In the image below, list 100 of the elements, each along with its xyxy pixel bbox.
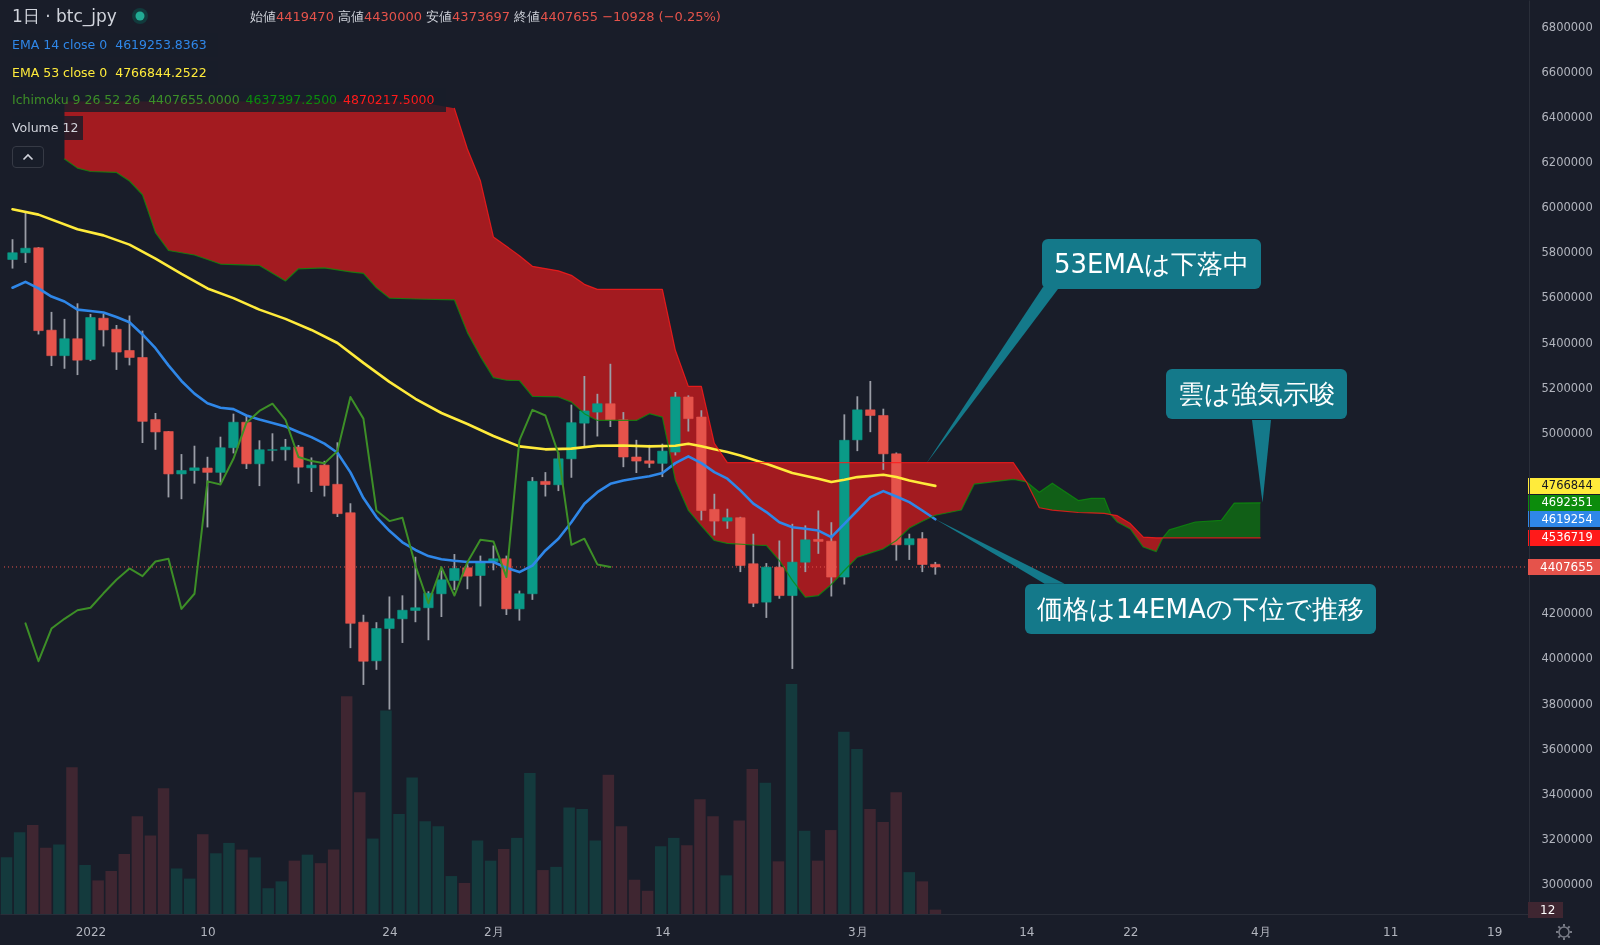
bar [759,782,772,914]
y-tick-label: 6400000 [1541,109,1593,124]
bar [733,820,745,914]
x-tick-label: 2月 [484,924,504,939]
y-tick-label: 5400000 [1541,335,1593,350]
bar [641,890,654,914]
candlestick [631,438,642,474]
y-tick-label: 6800000 [1541,19,1593,34]
y-tick-label: 5800000 [1541,245,1593,260]
bar [354,792,366,914]
y-tick-label: 4200000 [1541,606,1593,621]
candlestick [722,507,733,530]
annotation: 4407655.0000 [148,92,240,107]
candlestick [72,302,83,376]
line-series [11,280,937,574]
candlestick [488,544,499,572]
bar [13,832,26,914]
bar [144,835,157,914]
candlestick [59,317,70,370]
bar [903,872,916,914]
candlestick [150,412,161,451]
candlestick [319,459,330,498]
bar [66,767,78,914]
bar [0,857,13,914]
annotation: 4766844.2522 [115,64,207,80]
y-tick-label: 4000000 [1541,651,1593,666]
text: 12 [1528,901,1564,918]
annotation: Volume 12 [12,119,79,135]
bar [811,860,824,914]
y-tick-label: 6600000 [1541,64,1593,79]
candlestick [202,455,213,529]
bar [825,830,837,914]
y-tick-label: 4619254 [1541,511,1593,526]
y-tick-label: 3200000 [1541,832,1593,847]
candlestick [865,380,876,434]
ref-line-label: 4407655 [1528,558,1600,575]
bar [615,826,628,914]
candlestick [683,394,694,433]
candlestick [579,375,590,448]
x-tick-label: 24 [382,924,398,939]
annotation: 4619253.8363 [115,37,207,52]
bar [288,860,301,914]
candlestick [397,594,408,644]
y-tick-label: 4692351 [1541,495,1593,510]
text: EMA 14 close 0 [12,37,108,52]
y-tick-label: 4766844 [1541,478,1593,493]
line-series [24,395,612,663]
candlestick [657,442,668,478]
x-tick-label: 11 [1383,924,1399,939]
candlestick [540,471,551,498]
candlestick [449,553,460,592]
candlestick [800,524,811,573]
candlestick [7,238,18,270]
candlestick [514,589,525,622]
bar [720,875,732,914]
bar [197,834,209,914]
x-tick-label: 19 [1487,924,1503,939]
candlestick [176,453,187,501]
candlestick [605,362,616,428]
bar [131,816,144,914]
bar [628,879,641,914]
bar [668,837,680,914]
candlestick [475,554,486,608]
candlestick [904,532,915,561]
y-tick-label: 3400000 [1541,786,1593,801]
y-tick-label: 5000000 [1541,425,1593,440]
bar [916,881,929,914]
candlestick [410,555,421,624]
line-series [11,207,937,488]
y-tick-label: 3000000 [1541,877,1593,892]
candlestick [709,492,720,537]
bar [26,824,39,914]
candlestick [592,392,603,438]
candlestick [98,313,109,348]
bar [157,788,170,914]
candlestick [111,324,122,371]
candlestick [267,432,278,463]
candlestick [20,210,31,264]
x-tick-label: 4月 [1250,924,1271,939]
bar [327,849,340,914]
x-tick-label: 2022 [75,924,107,939]
y-tick-label: 6200000 [1541,154,1593,169]
text: Ichimoku 9 26 52 26 [12,92,141,107]
bar [236,849,248,914]
bar [772,861,785,914]
bar [654,846,667,914]
bar [589,840,602,914]
candlestick [813,509,824,555]
y-tick-label: 5600000 [1541,290,1593,305]
bar [602,774,615,914]
bar [798,830,811,914]
candlestick [306,456,317,493]
annotation: 4637397.2500 [245,92,338,107]
bar [484,860,497,914]
x-tick-label: 3月 [848,924,868,939]
bar [118,853,131,914]
bar [40,847,52,914]
x-tick-label: 14 [1019,924,1035,939]
annotation: 価格は14EMAの下位で推移 [1025,584,1376,634]
bar [458,882,471,914]
